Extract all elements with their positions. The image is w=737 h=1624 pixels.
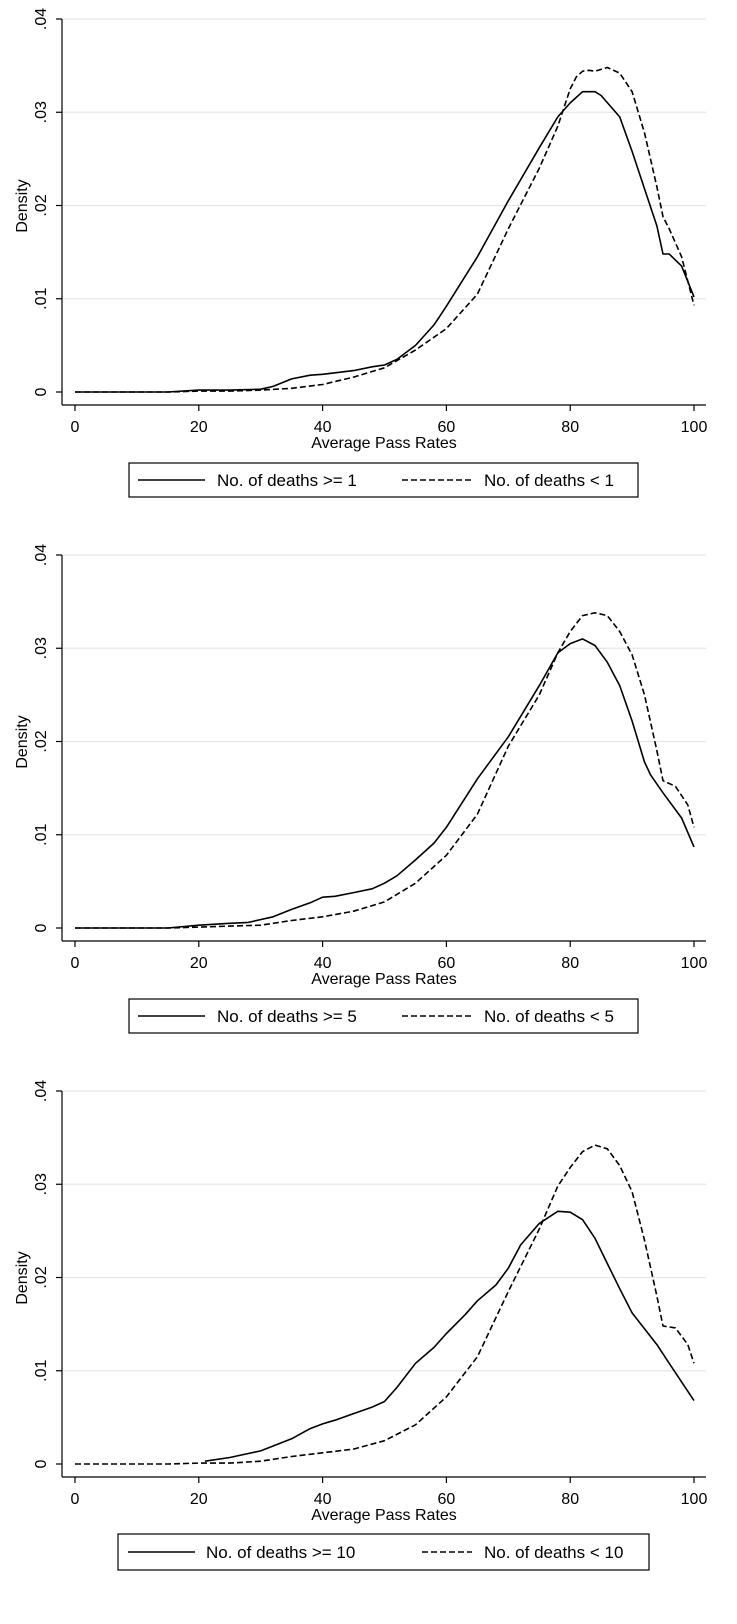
legend-label: No. of deaths < 1 xyxy=(484,471,614,490)
x-tick-label: 20 xyxy=(190,419,208,436)
x-tick-label: 60 xyxy=(438,955,456,972)
series-line-dashed xyxy=(75,612,695,929)
series-line-solid xyxy=(75,638,695,929)
y-tick-label: .03 xyxy=(33,101,50,123)
legend-label: No. of deaths >= 10 xyxy=(206,1543,355,1562)
x-tick-label: 40 xyxy=(314,419,332,436)
x-tick-label: 60 xyxy=(438,419,456,436)
series-line-dashed xyxy=(75,1144,695,1465)
y-tick-label: .02 xyxy=(33,1266,50,1288)
density-panel-3: 0 .01 .02 .03 .04 0 20 40 60 80 100 Average Pass Ra… xyxy=(14,1080,708,1571)
series-line-solid xyxy=(75,90,695,393)
x-tick-label: 80 xyxy=(561,955,579,972)
legend-label: No. of deaths >= 1 xyxy=(217,471,357,490)
legend-label: No. of deaths < 10 xyxy=(484,1543,623,1562)
legend-box xyxy=(117,1533,650,1571)
y-tick-label: .02 xyxy=(33,194,50,216)
density-panel-1: 0 .01 .02 .03 .04 0 20 40 60 80 100 Average Pass Ra… xyxy=(14,8,708,498)
x-axis-title: Average Pass Rates xyxy=(311,1507,457,1524)
x-tick-label: 100 xyxy=(681,419,708,436)
y-tick-label: .04 xyxy=(33,8,50,30)
legend-box xyxy=(128,998,639,1034)
y-tick-label: .01 xyxy=(33,288,50,310)
y-tick-label: .01 xyxy=(33,1360,50,1382)
x-tick-label: 40 xyxy=(314,1491,332,1508)
x-tick-label: 0 xyxy=(71,955,80,972)
x-tick-label: 0 xyxy=(71,1491,80,1508)
y-tick-label: .04 xyxy=(33,544,50,566)
legend-label: No. of deaths >= 5 xyxy=(217,1007,357,1026)
y-tick-label: .03 xyxy=(33,637,50,659)
x-tick-label: 100 xyxy=(681,955,708,972)
density-panel-2: 0 .01 .02 .03 .04 0 20 40 60 80 100 Average Pass Ra… xyxy=(14,544,708,1034)
legend-label: No. of deaths < 5 xyxy=(484,1007,614,1026)
y-tick-label: .03 xyxy=(33,1173,50,1195)
y-axis-title: Density xyxy=(14,179,31,232)
y-axis-title: Density xyxy=(14,715,31,768)
x-tick-label: 0 xyxy=(71,419,80,436)
series-line-dashed xyxy=(75,66,695,393)
y-tick-label: .01 xyxy=(33,824,50,846)
x-tick-label: 20 xyxy=(190,1491,208,1508)
y-tick-label: 0 xyxy=(33,387,50,396)
x-tick-label: 100 xyxy=(681,1491,708,1508)
x-tick-label: 80 xyxy=(561,1491,579,1508)
legend-box xyxy=(128,462,639,498)
y-tick-label: 0 xyxy=(33,1459,50,1468)
y-tick-label: .04 xyxy=(33,1080,50,1102)
x-tick-label: 40 xyxy=(314,955,332,972)
y-tick-label: 0 xyxy=(33,923,50,932)
x-axis-title: Average Pass Rates xyxy=(311,971,457,988)
y-tick-label: .02 xyxy=(33,730,50,752)
x-tick-label: 80 xyxy=(561,419,579,436)
x-axis-title: Average Pass Rates xyxy=(311,435,457,452)
y-axis-title: Density xyxy=(14,1251,31,1304)
x-tick-label: 60 xyxy=(438,1491,456,1508)
series-line-solid xyxy=(204,1210,695,1462)
x-tick-label: 20 xyxy=(190,955,208,972)
